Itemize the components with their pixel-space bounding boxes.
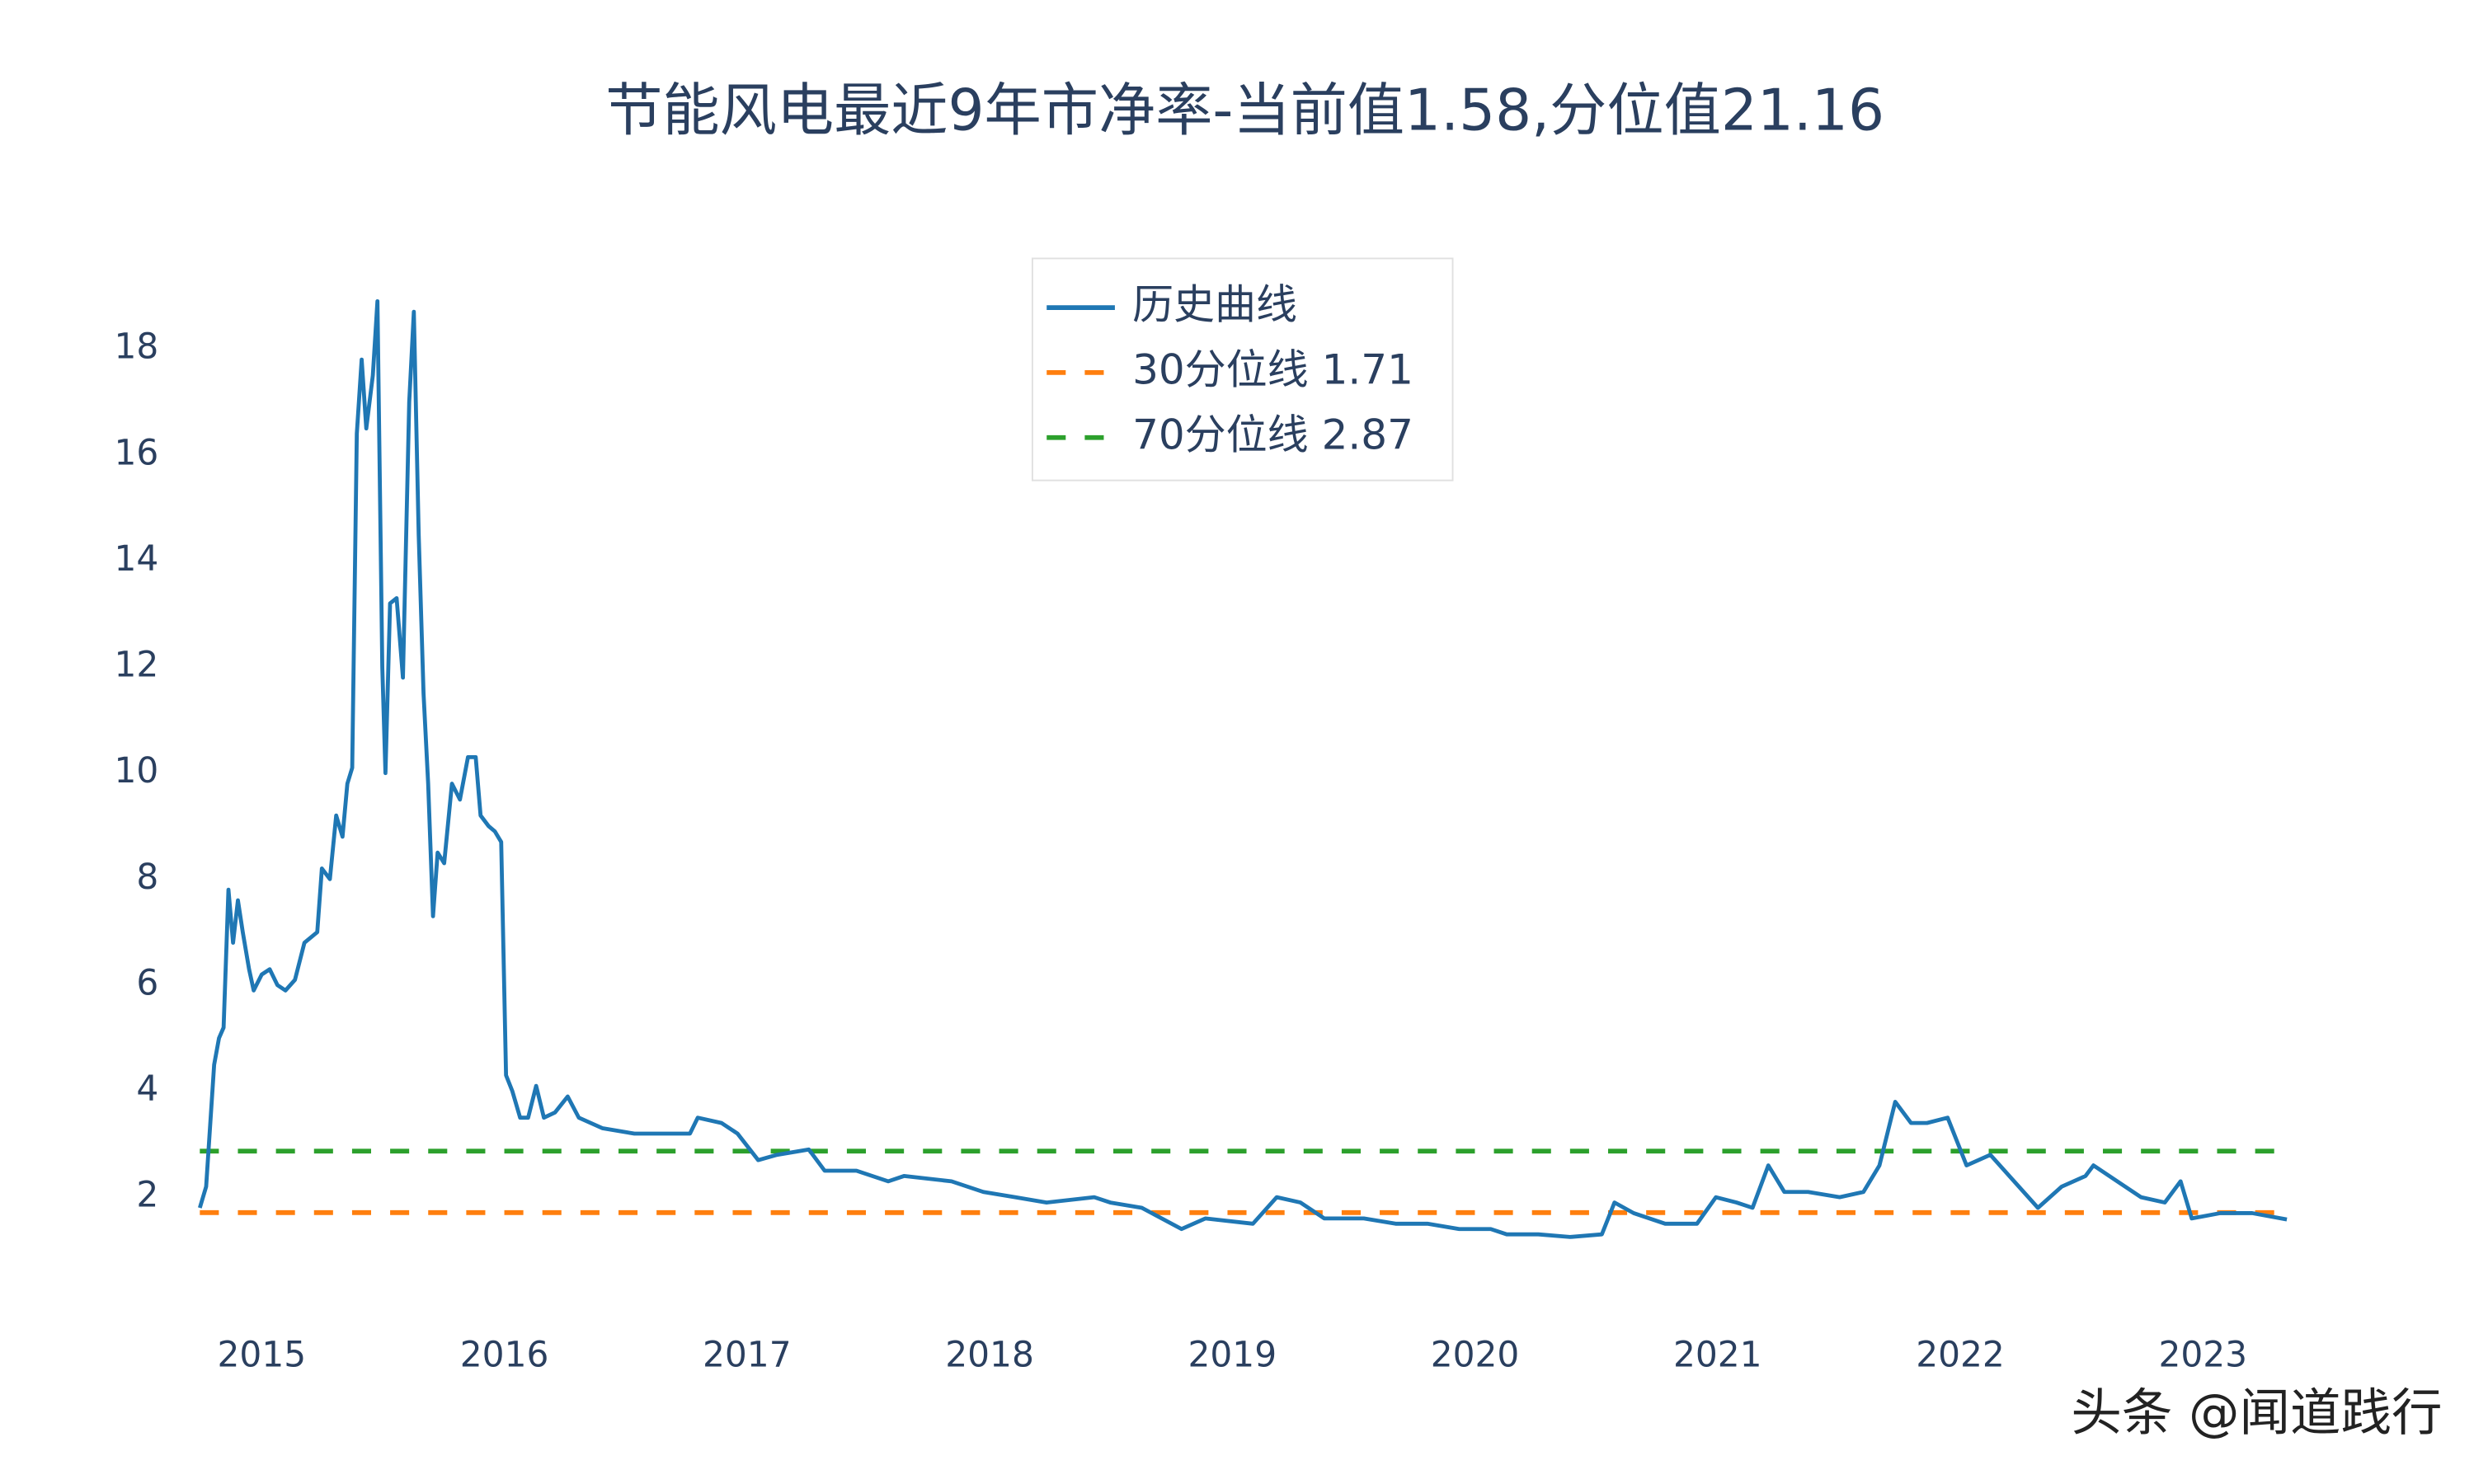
y-tick-label: 2 — [136, 1175, 158, 1215]
x-tick-label: 2019 — [1188, 1335, 1277, 1375]
x-tick-label: 2023 — [2158, 1335, 2247, 1375]
line-series — [198, 298, 2288, 1239]
legend-box — [1031, 257, 1454, 481]
legend-label: 历史曲线 — [1132, 281, 1297, 329]
watermark: 头条 @闻道践行 — [2071, 1383, 2442, 1442]
x-tick-label: 2016 — [460, 1335, 549, 1375]
x-tick-label: 2015 — [218, 1335, 307, 1375]
y-tick-label: 10 — [114, 750, 158, 791]
x-tick-label: 2021 — [1673, 1335, 1762, 1375]
y-tick-label: 6 — [136, 962, 158, 1003]
y-tick-label: 4 — [136, 1068, 158, 1109]
x-tick-label: 2022 — [1916, 1335, 2005, 1375]
chart-title: 节能风电最近9年市净率-当前值1.58,分位值21.16 — [605, 77, 1884, 143]
x-tick-label: 2018 — [945, 1335, 1034, 1375]
legend-label: 30分位线 1.71 — [1132, 345, 1413, 393]
y-tick-label: 8 — [136, 857, 158, 897]
y-tick-label: 18 — [114, 326, 158, 367]
x-tick-label: 2017 — [703, 1335, 792, 1375]
legend-label: 70分位线 2.87 — [1132, 411, 1413, 458]
y-tick-label: 14 — [114, 538, 158, 579]
y-tick-label: 12 — [114, 645, 158, 685]
y-tick-label: 16 — [114, 432, 158, 472]
x-tick-label: 2020 — [1431, 1335, 1520, 1375]
